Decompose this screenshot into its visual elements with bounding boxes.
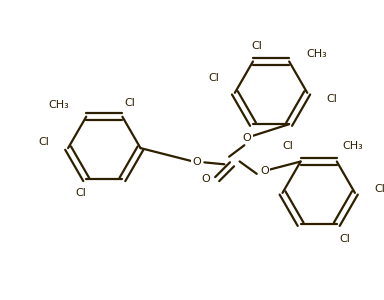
Text: Cl: Cl <box>209 73 220 82</box>
Text: O: O <box>192 158 201 167</box>
Text: CH₃: CH₃ <box>306 49 327 59</box>
Text: Cl: Cl <box>339 235 350 244</box>
Text: Cl: Cl <box>374 184 384 194</box>
Text: Cl: Cl <box>252 41 262 51</box>
Text: Cl: Cl <box>326 94 337 103</box>
Text: Cl: Cl <box>75 188 86 198</box>
Text: Cl: Cl <box>282 141 293 151</box>
Text: O: O <box>260 166 269 176</box>
Text: CH₃: CH₃ <box>343 141 363 151</box>
Text: Cl: Cl <box>124 98 136 108</box>
Text: O: O <box>243 133 252 142</box>
Text: O: O <box>202 174 210 184</box>
Text: Cl: Cl <box>38 137 49 147</box>
Text: CH₃: CH₃ <box>48 100 69 110</box>
